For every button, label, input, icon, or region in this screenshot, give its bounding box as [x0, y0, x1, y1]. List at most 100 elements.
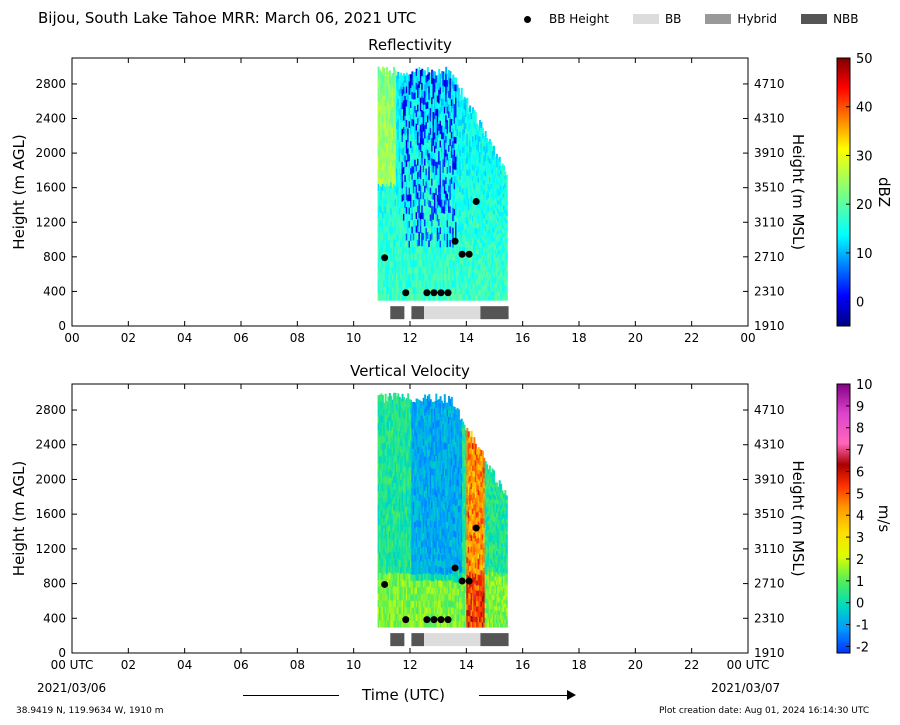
heatmap-cell [424, 117, 427, 125]
heatmap-cell [404, 606, 407, 615]
heatmap-cell [455, 169, 458, 177]
heatmap-cell [425, 539, 428, 548]
heatmap-cell [395, 464, 398, 472]
heatmap-cell [502, 284, 505, 289]
heatmap-cell [470, 129, 473, 136]
heatmap-cell [419, 540, 422, 548]
heatmap-cell [418, 566, 421, 575]
heatmap-cell [429, 107, 432, 115]
heatmap-cell [386, 73, 389, 82]
heatmap-cell [384, 119, 387, 127]
heatmap-cell [439, 106, 442, 115]
heatmap-cell [380, 427, 383, 436]
heatmap-cell [449, 84, 452, 92]
heatmap-cell [463, 204, 466, 211]
heatmap-cell [473, 277, 476, 284]
heatmap-cell [381, 620, 384, 628]
heatmap-cell [379, 551, 382, 560]
heatmap-cell [445, 521, 448, 529]
heatmap-cell [390, 599, 393, 608]
heatmap-cell [477, 130, 480, 137]
heatmap-cell [407, 114, 410, 123]
heatmap-cell [395, 108, 398, 116]
heatmap-cell [388, 266, 391, 274]
heatmap-cell [443, 72, 446, 80]
heatmap-cell [494, 270, 497, 276]
heatmap-cell [379, 293, 382, 301]
heatmap-cell [422, 191, 425, 200]
heatmap-cell [384, 99, 387, 107]
heatmap-cell [388, 259, 391, 267]
heatmap-cell [408, 539, 411, 548]
heatmap-cell [446, 620, 449, 628]
heatmap-cell [483, 208, 486, 214]
heatmap-cell [493, 163, 496, 170]
heatmap-cell [387, 613, 390, 621]
heatmap-cell [414, 105, 417, 113]
heatmap-cell [466, 103, 469, 111]
heatmap-cell [422, 539, 425, 547]
heatmap-cell [395, 187, 398, 196]
heatmap-cell [440, 573, 443, 581]
heatmap-cell [493, 159, 496, 165]
heatmap-cell [433, 172, 436, 180]
heatmap-cell [502, 276, 505, 281]
heatmap-cell [421, 587, 424, 595]
heatmap-cell [419, 407, 422, 415]
heatmap-cell [415, 136, 418, 145]
heatmap-cell [452, 207, 455, 215]
heatmap-cell [459, 221, 462, 229]
heatmap-cell [411, 165, 414, 173]
heatmap-cell [476, 216, 479, 223]
heatmap-cell [405, 499, 408, 507]
heatmap-cell [473, 109, 476, 117]
heatmap-cell [439, 552, 442, 560]
heatmap-cell [379, 606, 382, 614]
heatmap-cell [473, 120, 476, 128]
heatmap-cell [505, 281, 508, 286]
heatmap-cell [415, 398, 418, 406]
heatmap-cell [408, 559, 411, 568]
heatmap-cell [401, 247, 404, 255]
heatmap-cell [394, 461, 397, 470]
heatmap-cell [384, 85, 387, 94]
heatmap-cell [479, 199, 482, 206]
heatmap-cell [443, 159, 446, 167]
heatmap-cell [380, 517, 383, 525]
heatmap-cell [469, 259, 472, 267]
heatmap-cell [467, 226, 470, 233]
heatmap-cell [412, 192, 415, 201]
heatmap-cell [448, 157, 451, 166]
heatmap-cell [474, 128, 477, 135]
bb-height-point [451, 237, 459, 245]
heatmap-cell [481, 152, 484, 159]
heatmap-cell [439, 593, 442, 601]
heatmap-cell [418, 73, 421, 82]
heatmap-cell [448, 450, 451, 458]
heatmap-cell [486, 242, 489, 249]
heatmap-cell [426, 395, 429, 404]
heatmap-cell [497, 291, 500, 297]
heatmap-cell [431, 448, 434, 456]
heatmap-cell [405, 226, 408, 234]
heatmap-cell [428, 620, 431, 628]
heatmap-cell [431, 567, 434, 575]
heatmap-cell [438, 486, 441, 494]
heatmap-cell [435, 174, 438, 182]
heatmap-cell [470, 278, 473, 285]
heatmap-cell [477, 248, 480, 255]
heatmap-cell [380, 503, 383, 511]
heatmap-cell [395, 154, 398, 163]
heatmap-cell [402, 593, 405, 601]
heatmap-cell [379, 565, 382, 573]
heatmap-cell [483, 261, 486, 267]
heatmap-cell [379, 218, 382, 227]
heatmap-cell [424, 415, 427, 423]
heatmap-cell [440, 212, 443, 220]
heatmap-cell [443, 469, 446, 477]
heatmap-cell [386, 613, 389, 621]
heatmap-cell [401, 121, 404, 129]
heatmap-cell [400, 139, 403, 147]
heatmap-cell [425, 214, 428, 222]
heatmap-cell [381, 565, 384, 573]
